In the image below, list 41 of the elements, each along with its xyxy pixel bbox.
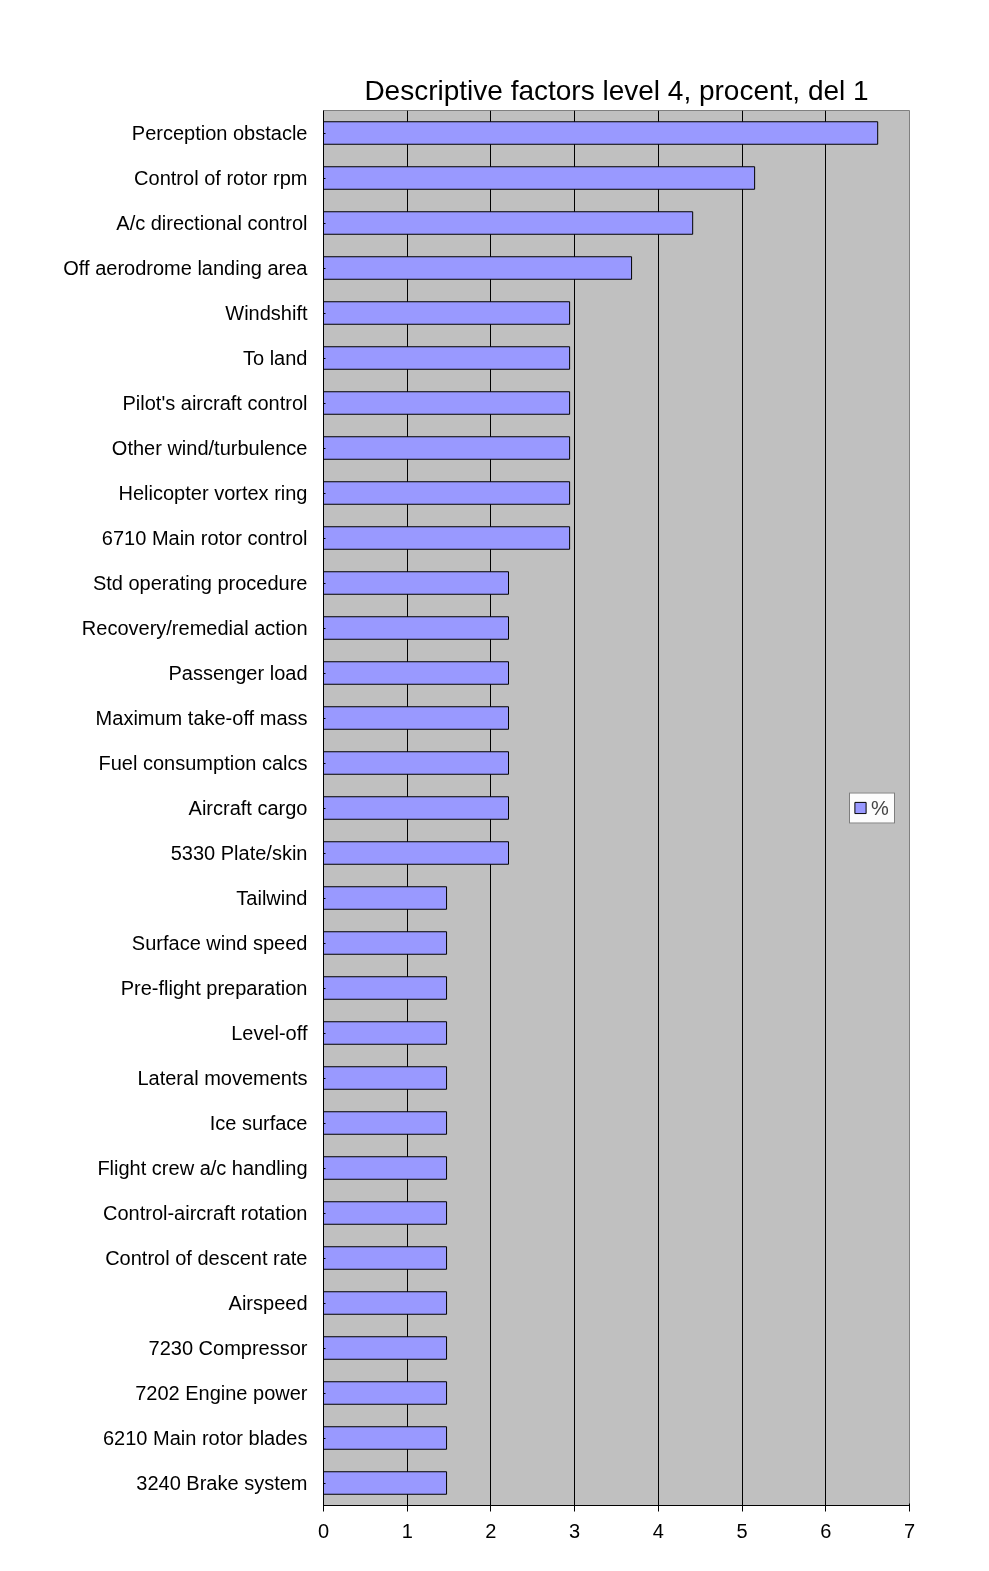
x-tick-label: 2 <box>485 1519 497 1542</box>
x-tick-label: 3 <box>569 1519 581 1542</box>
y-tick-label: To land <box>243 347 308 369</box>
x-tick-label: 7 <box>903 1519 916 1542</box>
x-tick-label: 0 <box>317 1519 330 1542</box>
y-tick-label: Helicopter vortex ring <box>118 482 308 504</box>
y-tick-label: Control-aircraft rotation <box>102 1202 308 1224</box>
y-tick-label: Airspeed <box>228 1292 308 1314</box>
y-tick-label: 5330 Plate/skin <box>170 842 308 864</box>
y-tick-label: Passenger load <box>168 662 308 684</box>
y-tick-label: 6710 Main rotor control <box>101 527 308 549</box>
y-tick-label: Maximum take-off mass <box>95 707 308 729</box>
y-tick-label: 7230 Compressor <box>148 1337 308 1359</box>
x-tick-label: 6 <box>820 1519 832 1542</box>
y-tick-label: Control of descent rate <box>105 1247 308 1269</box>
chart-title: Descriptive factors level 4, procent, del 1 <box>364 74 869 106</box>
y-tick-label: Pre-flight preparation <box>120 977 308 999</box>
y-tick-label: Tailwind <box>236 887 308 909</box>
y-tick-label: Off aerodrome landing area <box>63 257 309 279</box>
x-tick-label: 5 <box>736 1519 748 1542</box>
y-tick-label: Std operating procedure <box>92 572 308 594</box>
y-tick-label: Flight crew a/c handling <box>97 1157 308 1179</box>
x-tick-label: 1 <box>401 1519 413 1542</box>
y-tick-label: Other wind/turbulence <box>111 437 308 459</box>
y-tick-label: Level-off <box>231 1022 308 1044</box>
y-tick-label: 3240 Brake system <box>136 1472 308 1494</box>
y-tick-label: Windshift <box>225 302 308 324</box>
y-tick-label: Recovery/remedial action <box>81 617 308 639</box>
y-tick-label: Fuel consumption calcs <box>98 752 308 774</box>
y-tick-label: Surface wind speed <box>131 932 308 954</box>
y-tick-label: 7202 Engine power <box>135 1382 308 1404</box>
x-tick-label: 4 <box>652 1519 664 1542</box>
y-tick-label: Aircraft cargo <box>188 797 308 819</box>
y-tick-label: A/c directional control <box>116 212 308 234</box>
y-tick-label: 6210 Main rotor blades <box>102 1427 308 1449</box>
legend-label: % <box>871 796 890 819</box>
y-tick-label: Control of rotor rpm <box>134 167 308 189</box>
y-tick-label: Lateral movements <box>137 1067 308 1089</box>
y-tick-label: Ice surface <box>209 1112 308 1134</box>
y-tick-label: Pilot's aircraft control <box>122 392 308 414</box>
y-tick-label: Perception obstacle <box>131 122 308 144</box>
